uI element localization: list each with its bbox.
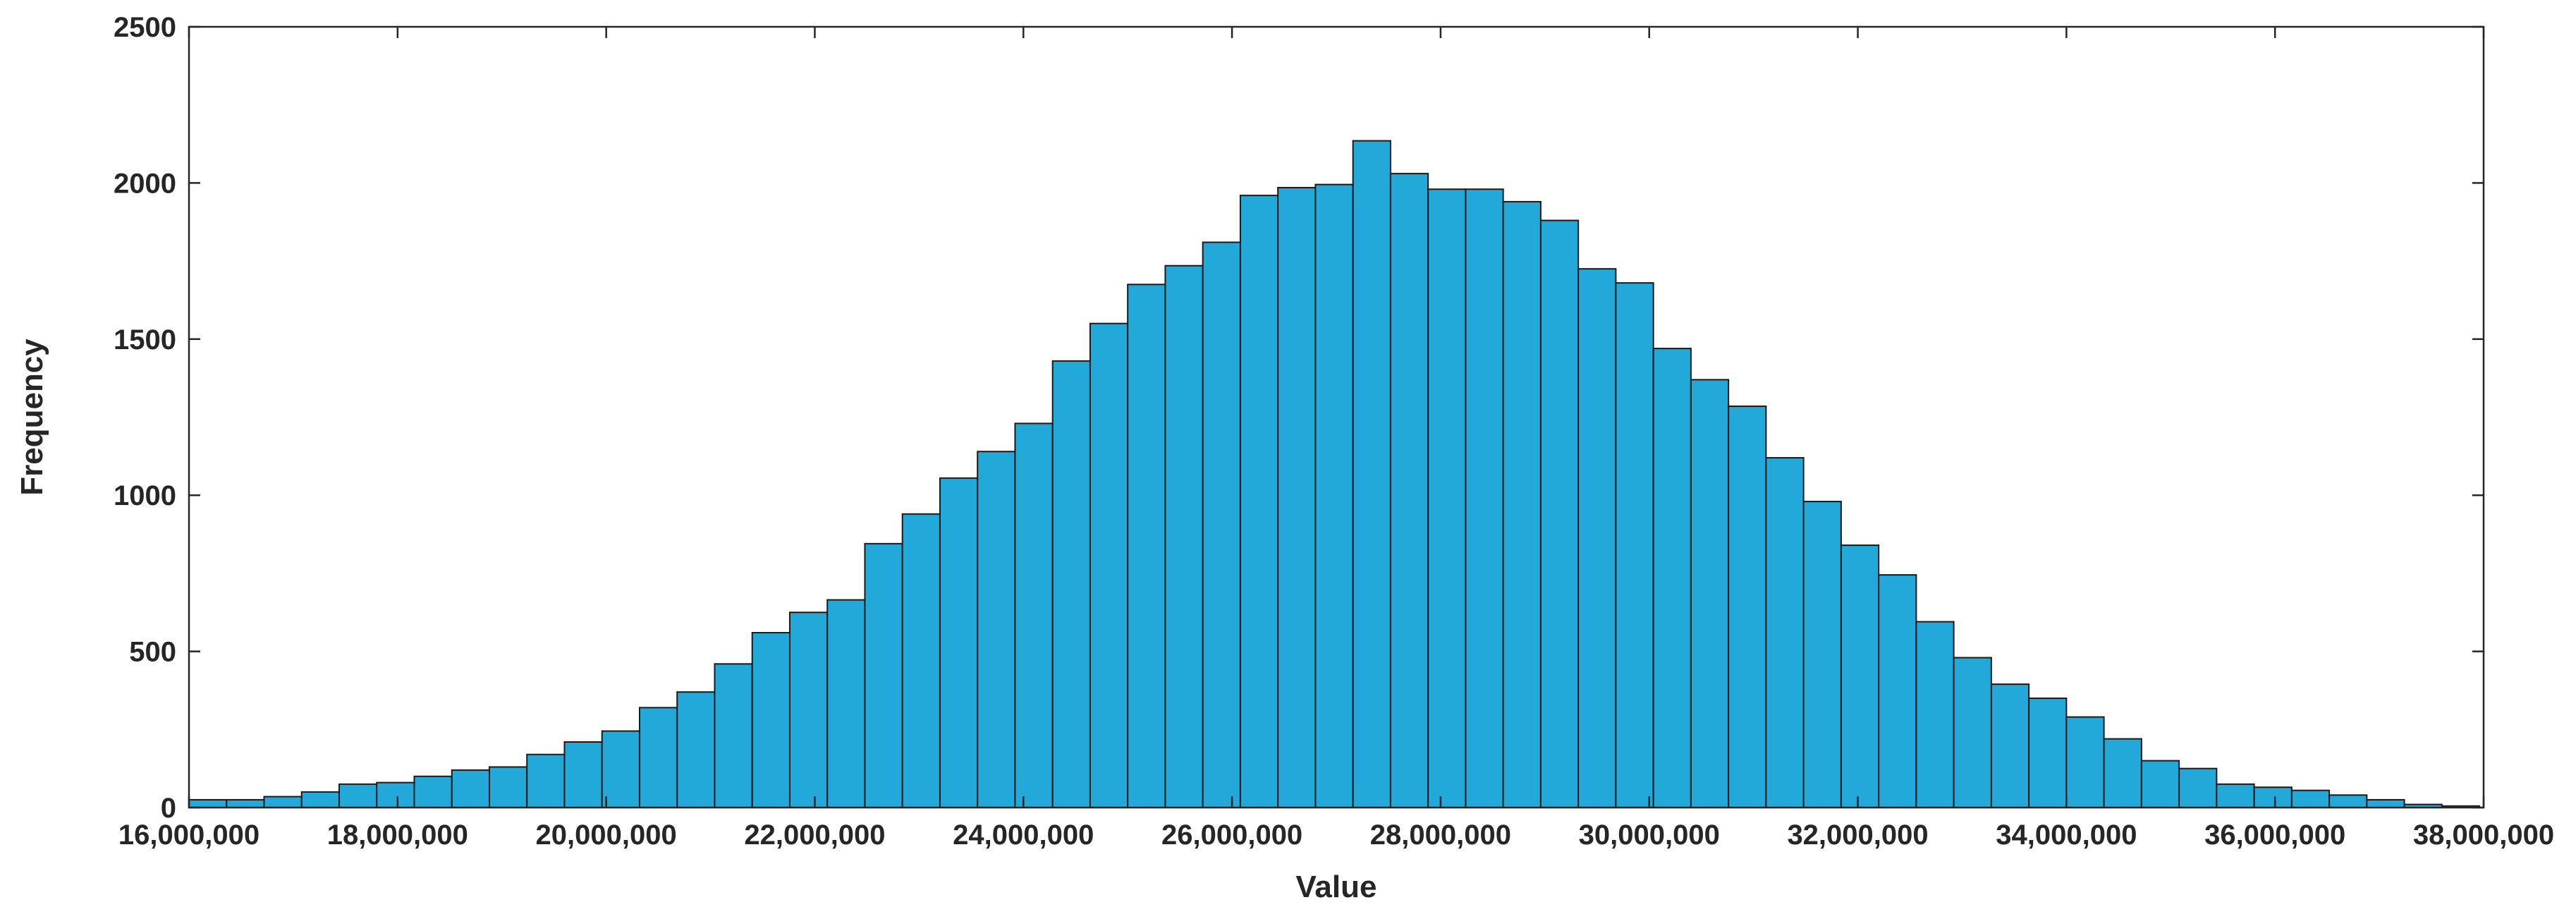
histogram-bar: [2253, 786, 2293, 808]
y-axis-label: Frequency: [15, 339, 49, 496]
histogram-bar: [2366, 798, 2405, 809]
bars-group: [188, 140, 2481, 809]
histogram-bar: [1652, 348, 1692, 808]
y-tick-label: 1000: [114, 480, 176, 511]
histogram-bar: [977, 451, 1016, 809]
histogram-bar: [1615, 282, 1654, 809]
histogram-bar: [488, 766, 528, 808]
histogram-bar: [751, 632, 790, 809]
histogram-bar: [714, 663, 753, 808]
y-tick-label: 0: [161, 793, 176, 824]
axes-box: [188, 25, 2485, 809]
histogram-bar: [1277, 187, 1317, 809]
histogram-bar: [788, 611, 829, 808]
histogram-bar: [1389, 173, 1429, 808]
y-tick-labels: 0 500 1000 1500 2000 2500: [114, 12, 176, 824]
histogram-bar: [1051, 360, 1091, 808]
histogram-bar: [2065, 716, 2105, 809]
x-tick-label: 24,000,000: [953, 820, 1094, 851]
y-tick-label: 2500: [114, 12, 176, 43]
histogram-bar: [2178, 767, 2218, 809]
histogram-bar: [864, 542, 903, 809]
histogram-bar: [1089, 322, 1129, 809]
histogram-bar: [376, 781, 415, 808]
histogram-bar: [1352, 140, 1391, 808]
y-tick-label: 1500: [114, 324, 176, 355]
x-tick-label: 16,000,000: [118, 820, 260, 851]
histogram-bar: [1990, 683, 2030, 809]
x-tick-label: 26,000,000: [1161, 820, 1302, 851]
histogram-bar: [1878, 574, 1917, 808]
histogram-bar: [338, 783, 378, 809]
histogram-bar: [526, 753, 566, 808]
histogram-bar: [1539, 219, 1580, 809]
histogram-bar: [1127, 284, 1166, 808]
histogram-bar: [1014, 422, 1054, 808]
histogram-bar: [939, 477, 979, 808]
histogram-bar: [188, 798, 228, 809]
histogram-bar: [2028, 698, 2068, 809]
histogram-bar: [1164, 264, 1204, 808]
x-tick-label: 34,000,000: [1996, 820, 2137, 851]
histogram-bar: [1465, 188, 1504, 808]
histogram-bar: [1802, 501, 1842, 808]
x-tick-label: 38,000,000: [2413, 820, 2554, 851]
histogram-bar: [1314, 183, 1354, 808]
histogram-bar: [263, 796, 303, 808]
histogram-bar: [2216, 783, 2255, 809]
x-tick-labels: 16,000,000 18,000,000 20,000,000 22,000,000…: [118, 820, 2554, 851]
y-tick-label: 500: [129, 637, 176, 668]
histogram-bar: [1765, 457, 1805, 808]
histogram-bar: [2103, 738, 2142, 808]
histogram-bar: [1502, 200, 1542, 809]
x-tick-label: 36,000,000: [2204, 820, 2345, 851]
histogram-bar: [1728, 406, 1767, 808]
histogram-bar: [1239, 195, 1279, 808]
histogram-bar: [638, 707, 678, 808]
x-tick-label: 18,000,000: [327, 820, 468, 851]
histogram-bar: [563, 741, 603, 809]
x-tick-label: 22,000,000: [744, 820, 885, 851]
histogram-bar: [1953, 657, 1992, 809]
histogram-bar: [1577, 268, 1617, 809]
histogram-bar: [413, 775, 453, 808]
histogram-bar: [451, 769, 490, 808]
y-tick-label: 2000: [114, 168, 176, 199]
histogram-bar: [1840, 544, 1880, 808]
histogram-bar: [226, 798, 265, 809]
histogram-bar: [1202, 241, 1241, 808]
histogram-bar: [1690, 379, 1730, 808]
histogram-bar: [2140, 760, 2180, 808]
histogram-bar: [2290, 789, 2331, 809]
x-tick-label: 28,000,000: [1370, 820, 1511, 851]
histogram-bar: [601, 730, 640, 809]
histogram-bar: [300, 791, 340, 808]
histogram-bar: [826, 599, 866, 808]
histogram-bar: [676, 691, 716, 808]
x-axis-label: Value: [1296, 870, 1377, 904]
x-tick-label: 20,000,000: [536, 820, 677, 851]
histogram-bar: [1427, 188, 1467, 808]
histogram-bar: [1915, 621, 1955, 809]
histogram-bar: [2328, 794, 2368, 809]
x-tick-label: 30,000,000: [1579, 820, 1720, 851]
x-tick-label: 32,000,000: [1787, 820, 1928, 851]
histogram-bar: [901, 513, 941, 809]
